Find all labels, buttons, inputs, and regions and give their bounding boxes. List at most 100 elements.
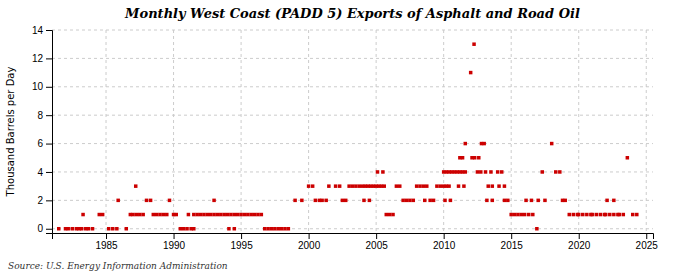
point: [270, 227, 274, 231]
point: [66, 227, 70, 231]
point: [314, 199, 318, 203]
point: [464, 170, 468, 174]
point: [91, 227, 95, 231]
grid-line: [52, 228, 653, 229]
point: [472, 42, 476, 46]
tick-mark: [444, 233, 445, 239]
grid-line: [308, 30, 309, 233]
tick-label: 1990: [163, 240, 186, 251]
tick: 2: [37, 195, 52, 206]
tick-mark: [46, 58, 52, 59]
grid-line: [443, 30, 444, 233]
point: [192, 213, 196, 217]
grid-line: [52, 86, 653, 87]
axis-line: [46, 31, 53, 234]
tick-label: 1995: [230, 240, 253, 251]
point: [111, 227, 115, 231]
point: [461, 156, 465, 160]
point: [486, 184, 490, 188]
point: [81, 213, 85, 217]
point: [212, 213, 216, 217]
tick-label: 10: [32, 81, 44, 92]
point: [469, 71, 473, 75]
point: [513, 213, 517, 217]
tick-mark: [46, 172, 52, 173]
point: [381, 170, 385, 174]
point: [554, 170, 558, 174]
tick: 1990: [163, 233, 186, 251]
point: [635, 213, 639, 217]
point: [577, 213, 581, 217]
point: [535, 227, 539, 231]
point: [563, 199, 567, 203]
point: [536, 199, 540, 203]
point: [568, 213, 572, 217]
point: [149, 199, 153, 203]
tick-label: 2015: [501, 240, 524, 251]
tick-mark: [511, 233, 512, 239]
point: [216, 213, 220, 217]
point: [168, 199, 172, 203]
tick-mark: [46, 229, 52, 230]
point: [581, 213, 585, 217]
point: [608, 213, 612, 217]
point: [115, 227, 119, 231]
point: [457, 184, 461, 188]
y-axis: 02468101214: [32, 25, 53, 235]
point: [131, 213, 135, 217]
point: [280, 227, 284, 231]
point: [408, 199, 412, 203]
tick: 10: [32, 81, 52, 92]
tick: 1985: [95, 233, 118, 251]
point: [395, 184, 399, 188]
point: [107, 227, 111, 231]
grid-line: [173, 30, 174, 233]
point: [462, 184, 466, 188]
point: [206, 213, 210, 217]
point: [71, 227, 75, 231]
point: [503, 199, 507, 203]
tick-mark: [174, 233, 175, 239]
point: [485, 199, 489, 203]
point: [604, 213, 608, 217]
point: [558, 170, 562, 174]
point: [516, 213, 520, 217]
point: [141, 213, 145, 217]
point: [179, 227, 183, 231]
point: [324, 199, 328, 203]
tick-label: 2005: [366, 240, 389, 251]
tick-label: 12: [32, 53, 44, 64]
point: [617, 213, 621, 217]
grid-line: [52, 115, 653, 116]
point: [243, 213, 247, 217]
point: [344, 199, 348, 203]
point: [135, 213, 139, 217]
point: [134, 184, 138, 188]
point: [482, 142, 486, 146]
tick-mark: [46, 200, 52, 201]
tick-label: 6: [37, 138, 43, 149]
point: [439, 184, 443, 188]
point: [57, 227, 61, 231]
point: [491, 184, 495, 188]
tick: 2020: [568, 233, 591, 251]
point: [449, 199, 453, 203]
point: [236, 213, 240, 217]
tick-mark: [46, 115, 52, 116]
point: [585, 213, 589, 217]
tick: 2000: [298, 233, 321, 251]
point: [212, 199, 216, 203]
tick-label: 14: [32, 25, 44, 36]
point: [520, 213, 524, 217]
point: [263, 227, 267, 231]
chart: 1985199019952000200520102015202020250246…: [0, 0, 675, 275]
point: [239, 213, 243, 217]
source: Source: U.S. Energy Information Administ…: [8, 261, 228, 271]
point: [368, 199, 372, 203]
point: [101, 213, 105, 217]
tick-label: 1985: [95, 240, 118, 251]
tick-mark: [309, 233, 310, 239]
point: [233, 213, 237, 217]
point: [422, 184, 426, 188]
point: [484, 170, 488, 174]
